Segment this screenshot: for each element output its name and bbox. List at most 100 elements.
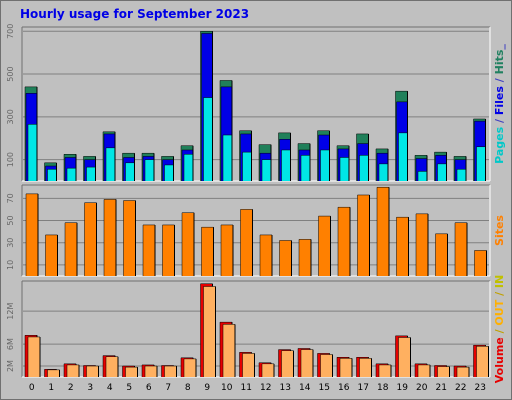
bar-sites-14 xyxy=(298,239,312,276)
bar-sites-22 xyxy=(454,222,468,276)
bar-sites-17 xyxy=(357,194,370,276)
y-tick-label: 6M xyxy=(6,338,15,350)
legend-sites: Sites xyxy=(493,215,506,246)
bar-out-18 xyxy=(378,364,392,377)
bar-pages-1 xyxy=(47,168,57,181)
legend-part: / xyxy=(493,74,506,86)
bar-out-10 xyxy=(222,324,236,377)
y-tick-label: 700 xyxy=(6,24,15,39)
bar-pages-2 xyxy=(66,167,77,181)
legend-part: / xyxy=(493,115,506,127)
bar-out-12 xyxy=(261,363,275,377)
bar-sites-7 xyxy=(162,224,175,276)
bar-sites-20 xyxy=(415,213,429,276)
bar-sites-12 xyxy=(259,234,273,276)
bar-sites-6 xyxy=(142,224,156,276)
bar-pages-9 xyxy=(203,97,213,181)
bar-out-17 xyxy=(359,358,372,377)
x-tick-label: 7 xyxy=(165,383,171,393)
bar-pages-23 xyxy=(476,146,486,181)
bar-sites-11 xyxy=(240,209,253,276)
bar-out-4 xyxy=(105,356,119,377)
x-tick-label: 10 xyxy=(221,383,233,393)
bar-pages-12 xyxy=(261,159,272,181)
bar-sites-16 xyxy=(337,206,351,276)
panel-pages-files-hits xyxy=(22,27,490,181)
legend-part: IN xyxy=(493,275,506,288)
panel-volume xyxy=(22,281,490,377)
bar-pages-21 xyxy=(437,163,447,181)
bar-pages-15 xyxy=(320,149,330,181)
x-tick-label: 4 xyxy=(107,383,113,393)
x-tick-label: 12 xyxy=(260,383,271,393)
y-tick-label: 2M xyxy=(6,360,15,372)
legend-part: Pages xyxy=(493,126,506,164)
legend-part: / xyxy=(493,326,506,338)
bar-sites-3 xyxy=(84,202,97,276)
x-tick-label: 21 xyxy=(436,383,447,393)
bar-sites-5 xyxy=(123,200,136,276)
y-tick-label: 300 xyxy=(6,109,15,124)
x-tick-label: 23 xyxy=(475,383,486,393)
bar-pages-18 xyxy=(378,163,389,181)
bar-out-22 xyxy=(456,366,470,377)
x-tick-label: 20 xyxy=(416,383,428,393)
x-tick-label: 9 xyxy=(204,383,210,393)
legend-part: / xyxy=(493,288,506,300)
bar-out-23 xyxy=(476,346,489,377)
bar-pages-0 xyxy=(27,124,38,181)
bar-out-6 xyxy=(144,365,158,377)
bar-sites-4 xyxy=(103,199,117,276)
bar-pages-5 xyxy=(125,162,135,181)
legend-part: Volume xyxy=(493,337,506,383)
legend-part: _ xyxy=(493,44,506,50)
x-tick-label: 18 xyxy=(377,383,389,393)
page-title: Hourly usage for September 2023 xyxy=(20,7,250,21)
legend-part: OUT xyxy=(493,299,506,325)
x-tick-label: 8 xyxy=(185,383,191,393)
bar-pages-13 xyxy=(281,149,291,181)
bar-pages-10 xyxy=(222,134,233,181)
bar-pages-19 xyxy=(398,132,408,181)
bar-out-21 xyxy=(437,366,450,377)
bar-out-14 xyxy=(300,349,314,377)
bar-sites-0 xyxy=(25,193,39,276)
bar-sites-21 xyxy=(435,233,448,276)
bar-out-7 xyxy=(164,365,177,377)
x-tick-label: 2 xyxy=(68,383,74,393)
x-tick-label: 16 xyxy=(338,383,350,393)
x-tick-label: 1 xyxy=(48,383,54,393)
y-tick-label: 12M xyxy=(6,303,15,320)
bar-sites-15 xyxy=(318,215,331,276)
bar-out-0 xyxy=(27,336,41,377)
bar-sites-23 xyxy=(474,250,487,276)
bar-out-19 xyxy=(398,337,411,377)
bar-pages-4 xyxy=(105,147,116,181)
bar-out-3 xyxy=(86,365,99,377)
panel-sites xyxy=(22,185,490,276)
x-tick-label: 13 xyxy=(280,383,291,393)
x-tick-label: 11 xyxy=(241,383,252,393)
x-tick-label: 19 xyxy=(397,383,409,393)
y-tick-label: 70 xyxy=(6,193,15,203)
bar-out-15 xyxy=(320,354,333,377)
legend-volume: Volume / OUT / IN xyxy=(493,275,506,383)
y-tick-label: 500 xyxy=(6,66,15,81)
bar-pages-11 xyxy=(242,151,252,181)
bar-sites-9 xyxy=(201,226,214,276)
legend-part: Hits xyxy=(493,49,506,74)
y-tick-label: 10 xyxy=(6,260,15,270)
bar-sites-1 xyxy=(45,234,58,276)
x-tick-label: 14 xyxy=(299,383,311,393)
bar-out-11 xyxy=(242,353,255,377)
x-tick-label: 3 xyxy=(87,383,93,393)
legend-pages-files-hits: Pages / Files / Hits_ xyxy=(493,44,506,164)
bar-out-1 xyxy=(47,369,60,377)
bar-sites-2 xyxy=(64,222,78,276)
bar-pages-6 xyxy=(144,159,155,181)
bar-out-16 xyxy=(339,358,353,377)
bar-pages-17 xyxy=(359,155,369,181)
x-tick-label: 17 xyxy=(358,383,369,393)
x-tick-label: 0 xyxy=(29,383,35,393)
